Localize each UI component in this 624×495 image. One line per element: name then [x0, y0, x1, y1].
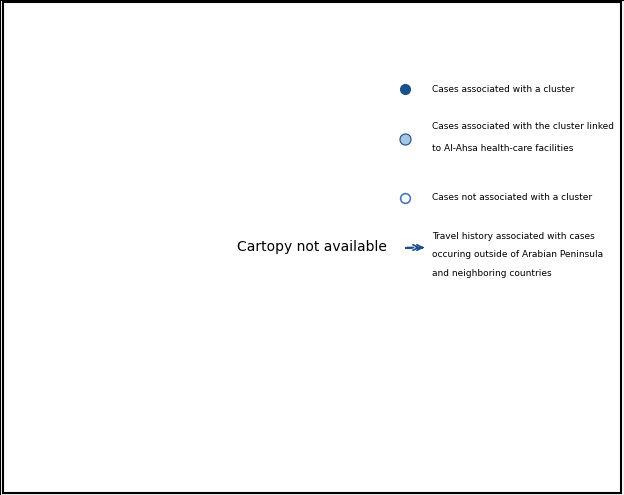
- Text: to Al-Ahsa health-care facilities: to Al-Ahsa health-care facilities: [432, 144, 573, 153]
- Text: Cases not associated with a cluster: Cases not associated with a cluster: [432, 194, 593, 202]
- Text: Cases associated with the cluster linked: Cases associated with the cluster linked: [432, 122, 615, 131]
- Text: Cases associated with a cluster: Cases associated with a cluster: [432, 85, 575, 94]
- Text: Travel history associated with cases: Travel history associated with cases: [432, 232, 595, 241]
- Text: Cartopy not available: Cartopy not available: [237, 241, 387, 254]
- Text: and neighboring countries: and neighboring countries: [432, 269, 552, 278]
- Text: occuring outside of Arabian Peninsula: occuring outside of Arabian Peninsula: [432, 250, 603, 259]
